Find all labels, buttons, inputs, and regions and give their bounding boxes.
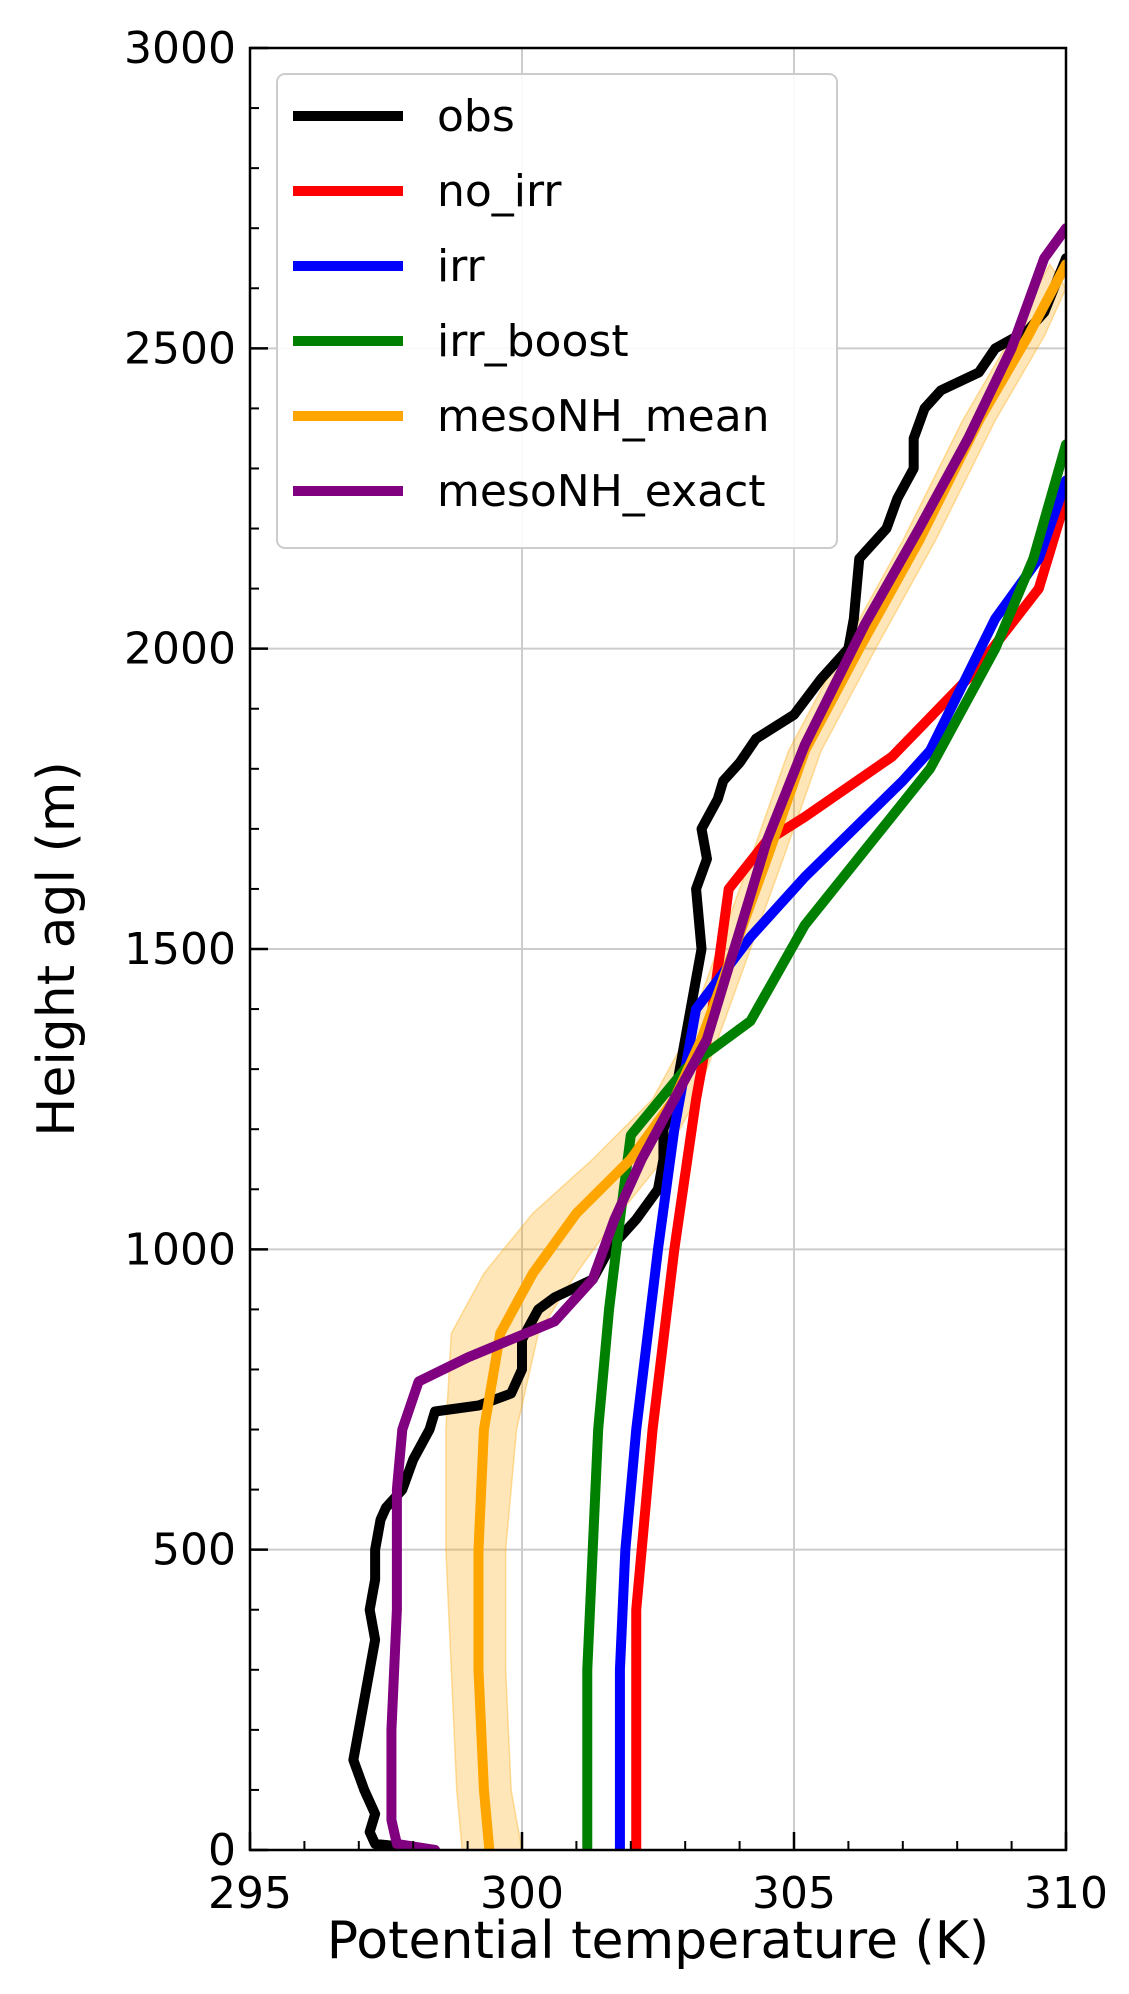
series-no-irr-line: [631, 493, 1066, 1850]
legend-box: [276, 73, 838, 549]
series-mesonh-exact-line: [386, 223, 1066, 1850]
y-tick-label: 1000: [124, 1224, 236, 1275]
axis-ticks: [248, 46, 1068, 1852]
legend-label-irr: irr: [437, 241, 486, 292]
legend-label-obs: obs: [437, 91, 515, 142]
series-mesonh-mean-band: [445, 262, 1066, 1850]
x-tick-label: 305: [752, 1868, 836, 1919]
y-tick-label: 2000: [124, 624, 236, 675]
legend-label-irr-boost: irr_boost: [437, 316, 629, 367]
x-tick-label: 295: [208, 1868, 292, 1919]
y-tick-label: 500: [152, 1525, 236, 1576]
tick-labels: 295 300 305 310 0 500 1000 1500 2000 2500 3000: [124, 23, 1108, 1919]
y-tick-label: 3000: [124, 23, 236, 74]
y-axis-label: Height agl (m): [27, 761, 87, 1137]
y-tick-label: 0: [208, 1825, 236, 1876]
x-axis-label: Potential temperature (K): [327, 1911, 989, 1971]
series-irr-line: [614, 475, 1066, 1850]
legend-label-no-irr: no_irr: [437, 166, 562, 217]
x-tick-label: 310: [1024, 1868, 1108, 1919]
series-irr-boost-line: [582, 439, 1066, 1850]
x-tick-label: 300: [480, 1868, 564, 1919]
y-tick-label: 1500: [124, 924, 236, 975]
series-layer: [348, 223, 1066, 1850]
uncertainty-band-layer: [445, 262, 1066, 1850]
legend-label-mesonh-mean: mesoNH_mean: [437, 391, 770, 442]
series-obs-line: [348, 253, 1066, 1850]
legend-label-mesonh-exact: mesoNH_exact: [437, 466, 766, 517]
y-tick-label: 2500: [124, 323, 236, 374]
